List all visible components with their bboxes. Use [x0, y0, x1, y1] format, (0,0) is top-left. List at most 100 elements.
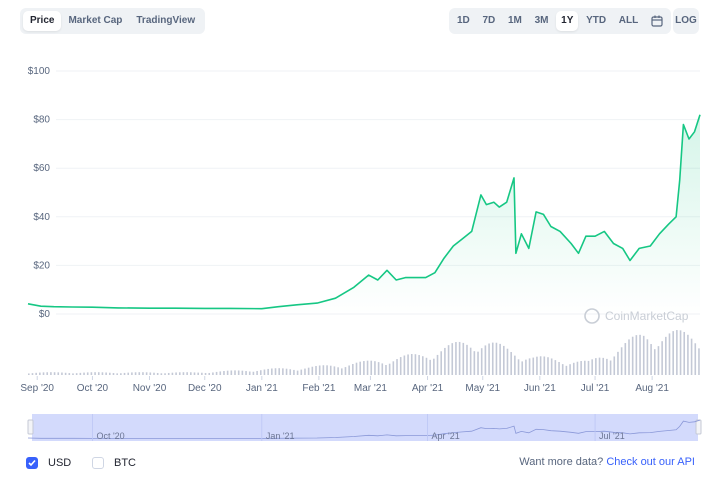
legend-usd[interactable]: USD [26, 456, 71, 470]
tab-market-cap[interactable]: Market Cap [68, 15, 123, 26]
volume-bar [156, 372, 159, 375]
usd-checkbox[interactable] [26, 457, 38, 469]
volume-bar [447, 345, 450, 375]
volume-bar [208, 372, 211, 375]
x-tick-label: Nov '20 [133, 383, 167, 394]
log-scale-button[interactable]: LOG [673, 8, 699, 34]
volume-bar [374, 361, 376, 375]
volume-bar [337, 367, 339, 375]
volume-bar [75, 373, 78, 375]
volume-bar [39, 372, 41, 375]
price-line [27, 114, 701, 310]
volume-bar [123, 372, 126, 375]
volume-bar [112, 373, 115, 375]
volume-bar [307, 367, 310, 375]
api-link[interactable]: Check out our API [606, 456, 695, 468]
volume-bar [131, 372, 133, 375]
volume-bar [175, 372, 177, 375]
volume-bar [477, 351, 479, 375]
volume-bar [672, 331, 674, 375]
volume-bar [237, 370, 240, 375]
range-7d[interactable]: 7D [482, 15, 496, 26]
volume-bar [315, 365, 317, 375]
volume-bar [506, 348, 509, 375]
volume-bar [609, 360, 612, 375]
volume-bar [355, 362, 358, 375]
volume-bar [248, 371, 251, 375]
volume-bar [650, 344, 652, 375]
volume-bar [256, 370, 258, 375]
volume-bar [642, 335, 645, 375]
volume-bar [212, 372, 214, 375]
volume-bar [94, 372, 96, 375]
volume-bar [381, 363, 384, 375]
volume-bar [543, 356, 546, 375]
volume-bar [469, 347, 472, 375]
calendar-icon[interactable] [646, 11, 668, 31]
volume-bar [624, 343, 627, 375]
navigator-tick-label: Apr '21 [432, 431, 460, 441]
volume-bar [267, 368, 269, 375]
volume-bar [61, 372, 63, 375]
y-tick-label: $20 [33, 260, 50, 271]
volume-bar [631, 336, 634, 375]
volume-bar [646, 339, 649, 375]
volume-bar [57, 372, 60, 375]
legend-btc[interactable]: BTC [92, 456, 136, 470]
volume-bar [278, 368, 280, 375]
btc-checkbox[interactable] [92, 457, 104, 469]
volume-bar [293, 369, 295, 375]
range-1d[interactable]: 1D [457, 15, 470, 26]
volume-bar [491, 342, 494, 375]
volume-bar [326, 365, 328, 375]
volume-bar [547, 357, 549, 375]
navigator-tick-label: Oct '20 [96, 431, 124, 441]
volume-bar [433, 358, 435, 375]
volume-bar [661, 341, 663, 375]
volume-bar [480, 348, 483, 375]
tab-tradingview[interactable]: TradingView [136, 15, 196, 26]
range-tabs: 1D 7D 1M 3M 1Y YTD ALL [449, 8, 671, 34]
volume-bar [329, 365, 332, 375]
range-ytd[interactable]: YTD [586, 15, 607, 26]
volume-bar [300, 369, 303, 375]
volume-bar [377, 362, 380, 375]
btc-label: BTC [114, 457, 136, 469]
range-1y[interactable]: 1Y [556, 11, 579, 31]
volume-bar [561, 364, 564, 375]
chart-type-tabs: Price Market Cap TradingView [20, 8, 206, 34]
volume-bar [359, 361, 361, 375]
volume-bar [473, 351, 476, 375]
volume-bar [690, 338, 693, 375]
volume-bar [514, 355, 516, 375]
tab-price[interactable]: Price [23, 11, 62, 31]
volume-bar [565, 365, 568, 375]
volume-bar [444, 347, 446, 375]
volume-bar [517, 359, 520, 375]
volume-bar [458, 341, 461, 375]
volume-bar [193, 372, 196, 375]
volume-bar [289, 369, 292, 375]
volume-bar [425, 357, 428, 375]
volume-bar [234, 370, 236, 375]
range-3m[interactable]: 3M [534, 15, 549, 26]
volume-bar [178, 372, 181, 375]
volume-bar [97, 372, 100, 375]
x-tick-label: Dec '20 [188, 383, 222, 394]
volume-bar [241, 370, 244, 375]
volume-bar [35, 372, 37, 375]
volume-bar [153, 372, 155, 375]
volume-bar [116, 373, 118, 375]
volume-bar [296, 370, 299, 375]
volume-bar [274, 368, 277, 375]
volume-bar [263, 369, 266, 375]
volume-bar [282, 368, 284, 375]
volume-bar [462, 342, 465, 375]
volume-bar [407, 354, 409, 375]
x-tick-label: Mar '21 [354, 383, 387, 394]
range-all[interactable]: ALL [618, 15, 639, 26]
range-1m[interactable]: 1M [507, 15, 522, 26]
volume-bar [484, 345, 487, 375]
y-tick-label: $40 [33, 212, 50, 223]
volume-bar [510, 352, 512, 375]
